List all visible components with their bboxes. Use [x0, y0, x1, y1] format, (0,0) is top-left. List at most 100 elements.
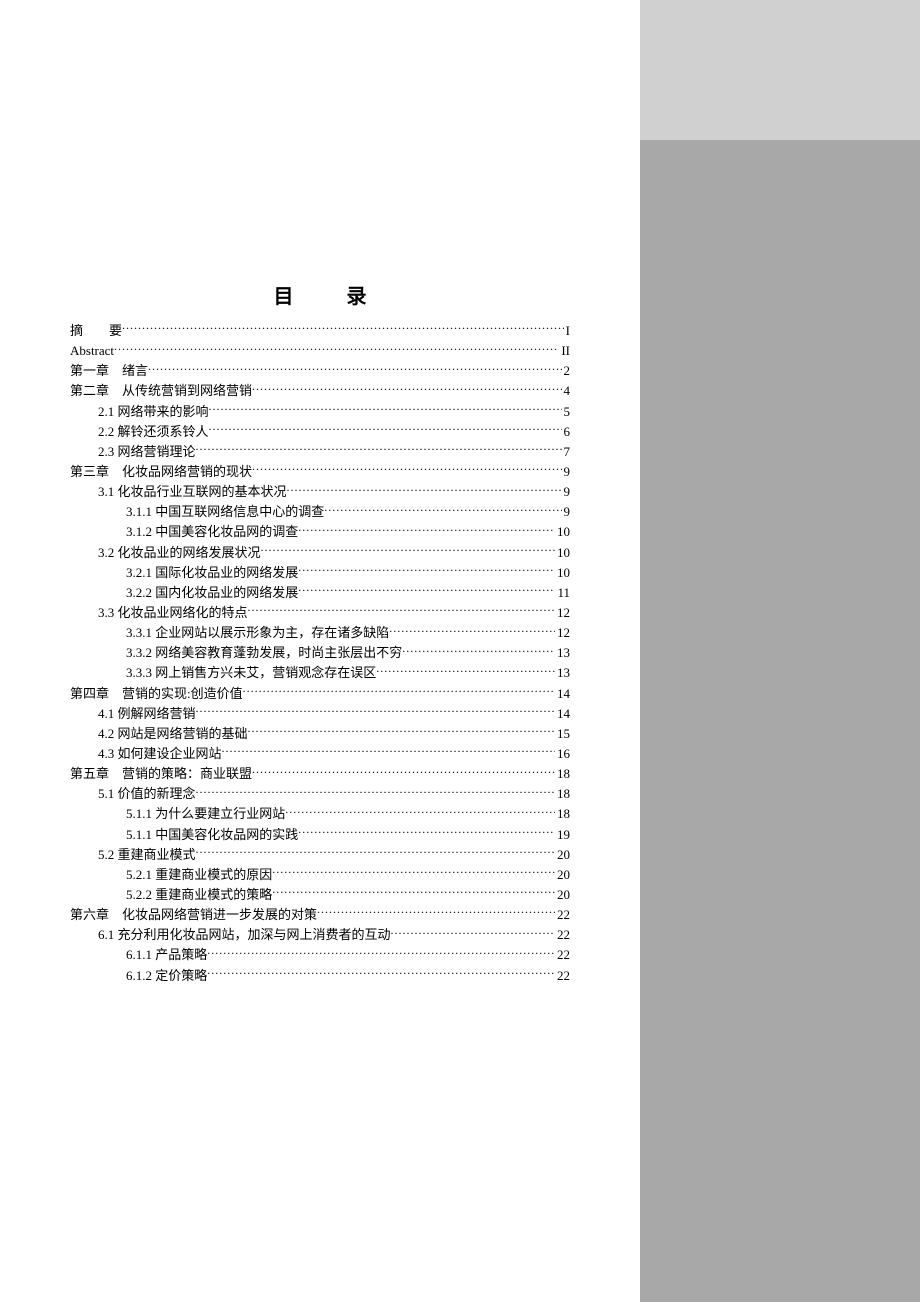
toc-leader-dots — [196, 846, 555, 859]
toc-entry-label: 5.2 重建商业模式 — [98, 845, 196, 865]
toc-entry-page: 15 — [555, 724, 570, 744]
toc-entry: 3.2.2 国内化妆品业的网络发展11 — [70, 583, 570, 603]
toc-entry-label: 6.1 充分利用化妆品网站，加深与网上消费者的互动 — [98, 925, 391, 945]
toc-entry: 第六章 化妆品网络营销进一步发展的对策 22 — [70, 905, 570, 925]
toc-entry-page: 18 — [555, 804, 570, 824]
toc-entry: 4.1 例解网络营销 14 — [70, 704, 570, 724]
toc-leader-dots — [285, 805, 555, 818]
toc-leader-dots — [298, 826, 555, 839]
toc-entry-page: 7 — [562, 442, 571, 462]
toc-leader-dots — [261, 544, 555, 557]
toc-entry-page: 4 — [562, 381, 571, 401]
toc-entry-page: 22 — [555, 945, 570, 965]
toc-leader-dots — [196, 785, 555, 798]
toc-leader-dots — [298, 564, 555, 577]
toc-entry-label: 3.2.1 国际化妆品业的网络发展 — [126, 563, 298, 583]
toc-entry-label: 第二章 从传统营销到网络营销 — [70, 381, 252, 401]
toc-entry-page: 18 — [555, 764, 570, 784]
toc-entry-page: 16 — [555, 744, 570, 764]
toc-entry: 4.2 网站是网络营销的基础15 — [70, 724, 570, 744]
toc-leader-dots — [272, 886, 555, 899]
toc-entry: 3.3.3 网上销售方兴未艾，营销观念存在误区 13 — [70, 663, 570, 683]
toc-entry-page: 9 — [562, 482, 571, 502]
toc-entry-label: 第五章 营销的策略：商业联盟 — [70, 764, 252, 784]
toc-entry-page: 13 — [555, 643, 570, 663]
toc-leader-dots — [196, 705, 555, 718]
toc-leader-dots — [317, 906, 555, 919]
toc-leader-dots — [114, 342, 559, 355]
toc-leader-dots — [298, 584, 555, 597]
toc-entry-page: 10 — [555, 543, 570, 563]
toc-entry: AbstractII — [70, 341, 570, 361]
toc-entry-page: 14 — [555, 704, 570, 724]
toc-body: 摘 要 IAbstractII第一章 绪言2第二章 从传统营销到网络营销 4 2.1 … — [70, 321, 570, 986]
toc-entry-page: 20 — [555, 845, 570, 865]
right-gutter — [640, 140, 920, 1302]
toc-entry: 3.3 化妆品业网络化的特点12 — [70, 603, 570, 623]
toc-entry-page: 6 — [562, 422, 571, 442]
toc-leader-dots — [287, 483, 562, 496]
toc-entry: 第三章 化妆品网络营销的现状9 — [70, 462, 570, 482]
document-page: 目 录 摘 要IAbstractII第一章 绪言2第二章 从传统营销到网络营销4… — [0, 0, 640, 1302]
toc-entry: 3.3.1 企业网站以展示形象为主，存在诸多缺陷 12 — [70, 623, 570, 643]
toc-entry: 5.1.1 中国美容化妆品网的实践19 — [70, 825, 570, 845]
toc-entry-label: 3.3.1 企业网站以展示形象为主，存在诸多缺陷 — [126, 623, 389, 643]
toc-entry-label: 第六章 化妆品网络营销进一步发展的对策 — [70, 905, 317, 925]
toc-leader-dots — [272, 866, 555, 879]
toc-entry: 6.1 充分利用化妆品网站，加深与网上消费者的互动 22 — [70, 925, 570, 945]
toc-entry-page: 12 — [555, 623, 570, 643]
toc-entry: 第一章 绪言2 — [70, 361, 570, 381]
toc-leader-dots — [209, 423, 562, 436]
toc-entry-page: 5 — [562, 402, 571, 422]
toc-entry-label: 5.1.1 为什么要建立行业网站 — [126, 804, 285, 824]
toc-entry-page: 12 — [555, 603, 570, 623]
toc-entry: 4.3 如何建设企业网站 16 — [70, 744, 570, 764]
toc-entry: 3.1.1 中国互联网络信息中心的调查9 — [70, 502, 570, 522]
toc-entry-label: 摘 要 — [70, 321, 122, 341]
toc-entry-page: 22 — [555, 905, 570, 925]
toc-leader-dots — [298, 523, 555, 536]
toc-leader-dots — [196, 443, 562, 456]
toc-entry-label: 3.3.3 网上销售方兴未艾，营销观念存在误区 — [126, 663, 376, 683]
toc-entry-label: 3.2.2 国内化妆品业的网络发展 — [126, 583, 298, 603]
toc-entry-label: 3.3.2 网络美容教育蓬勃发展，时尚主张层出不穷 — [126, 643, 402, 663]
toc-entry-label: 5.2.1 重建商业模式的原因 — [126, 865, 272, 885]
toc-entry-label: 2.3 网络营销理论 — [98, 442, 196, 462]
toc-entry: 2.2 解铃还须系铃人 6 — [70, 422, 570, 442]
toc-entry-label: 4.3 如何建设企业网站 — [98, 744, 222, 764]
toc-entry-label: 3.1.2 中国美容化妆品网的调查 — [126, 522, 298, 542]
toc-entry-page: 10 — [555, 563, 570, 583]
toc-entry-page: 13 — [555, 663, 570, 683]
toc-leader-dots — [402, 644, 555, 657]
toc-leader-dots — [391, 926, 555, 939]
toc-entry-label: 6.1.1 产品策略 — [126, 945, 207, 965]
toc-entry: 5.1.1 为什么要建立行业网站 18 — [70, 804, 570, 824]
toc-leader-dots — [207, 946, 555, 959]
toc-leader-dots — [248, 604, 555, 617]
toc-leader-dots — [209, 403, 562, 416]
toc-entry-label: 2.2 解铃还须系铃人 — [98, 422, 209, 442]
toc-entry-page: 18 — [555, 784, 570, 804]
toc-leader-dots — [148, 362, 561, 375]
toc-leader-dots — [324, 503, 561, 516]
toc-entry: 5.1 价值的新理念18 — [70, 784, 570, 804]
toc-entry: 5.2.2 重建商业模式的策略20 — [70, 885, 570, 905]
toc-entry: 3.3.2 网络美容教育蓬勃发展，时尚主张层出不穷 13 — [70, 643, 570, 663]
toc-entry-label: 4.1 例解网络营销 — [98, 704, 196, 724]
toc-entry-page: 14 — [555, 684, 570, 704]
toc-entry: 3.2.1 国际化妆品业的网络发展 10 — [70, 563, 570, 583]
toc-entry-page: II — [559, 341, 570, 361]
toc-entry: 5.2 重建商业模式 20 — [70, 845, 570, 865]
toc-entry-page: 22 — [555, 966, 570, 986]
toc-entry-page: 22 — [555, 925, 570, 945]
toc-leader-dots — [243, 685, 555, 698]
toc-entry-label: 5.1.1 中国美容化妆品网的实践 — [126, 825, 298, 845]
toc-entry: 第四章 营销的实现:创造价值14 — [70, 684, 570, 704]
toc-entry-label: 第三章 化妆品网络营销的现状 — [70, 462, 252, 482]
toc-entry: 第五章 营销的策略：商业联盟 18 — [70, 764, 570, 784]
toc-leader-dots — [222, 745, 555, 758]
toc-entry-label: 2.1 网络带来的影响 — [98, 402, 209, 422]
toc-entry-page: I — [564, 321, 570, 341]
toc-entry: 3.2 化妆品业的网络发展状况10 — [70, 543, 570, 563]
toc-entry-page: 10 — [555, 522, 570, 542]
